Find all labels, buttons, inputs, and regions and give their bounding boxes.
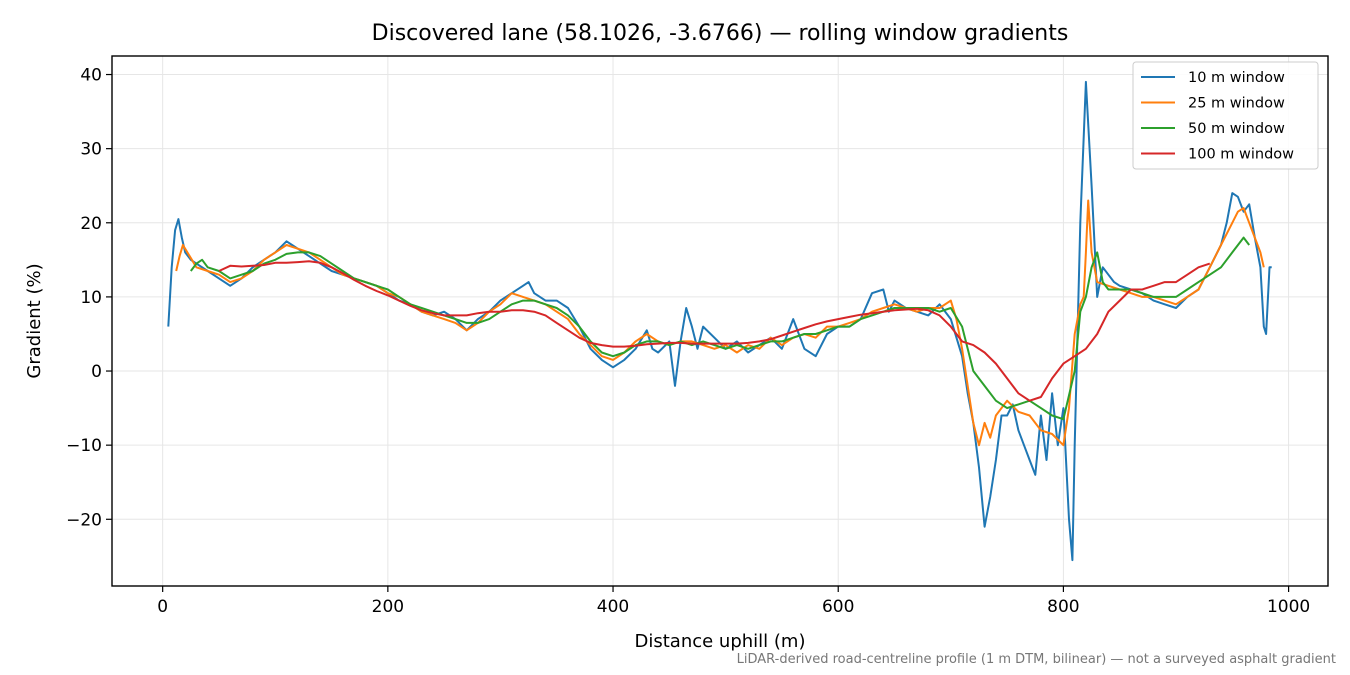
footnote: LiDAR-derived road-centreline profile (1…: [736, 652, 1336, 667]
y-tick-label: −10: [66, 436, 102, 456]
legend-label: 25 m window: [1188, 96, 1285, 112]
tick-layer: 0 200 400 600 800 1000 −20 −10 0 10 20 30 40: [66, 66, 1310, 617]
x-tick-label: 200: [372, 597, 404, 617]
series-line-2: [175, 199, 1265, 447]
y-tick-label: 20: [80, 214, 102, 234]
x-tick-label: 0: [157, 597, 168, 617]
y-tick-label: 0: [91, 362, 102, 382]
x-tick-label: 1000: [1267, 597, 1310, 617]
legend-label: 10 m window: [1188, 70, 1285, 86]
y-tick-label: 40: [80, 66, 102, 86]
y-tick-label: 30: [80, 140, 102, 160]
x-tick-label: 400: [597, 597, 629, 617]
y-tick-label: 10: [80, 288, 102, 308]
x-axis-label: Distance uphill (m): [635, 631, 806, 652]
plot-frame: [111, 55, 1329, 587]
chart-title: Discovered lane (58.1026, -3.6766) — rol…: [372, 21, 1069, 46]
legend-box: [1132, 61, 1319, 170]
legend-label: 50 m window: [1188, 121, 1285, 137]
legend-label: 100 m window: [1188, 147, 1294, 163]
series-layer: [167, 80, 1272, 562]
y-tick-label: −20: [66, 510, 102, 530]
y-axis-label: Gradient (%): [24, 263, 45, 378]
legend: 10 m window 25 m window 50 m window 100 m w…: [1132, 61, 1319, 170]
series-line-1: [167, 80, 1272, 562]
x-tick-label: 600: [822, 597, 854, 617]
x-tick-label: 800: [1047, 597, 1079, 617]
series-line-3: [190, 236, 1250, 421]
series-line-4: [218, 260, 1211, 402]
